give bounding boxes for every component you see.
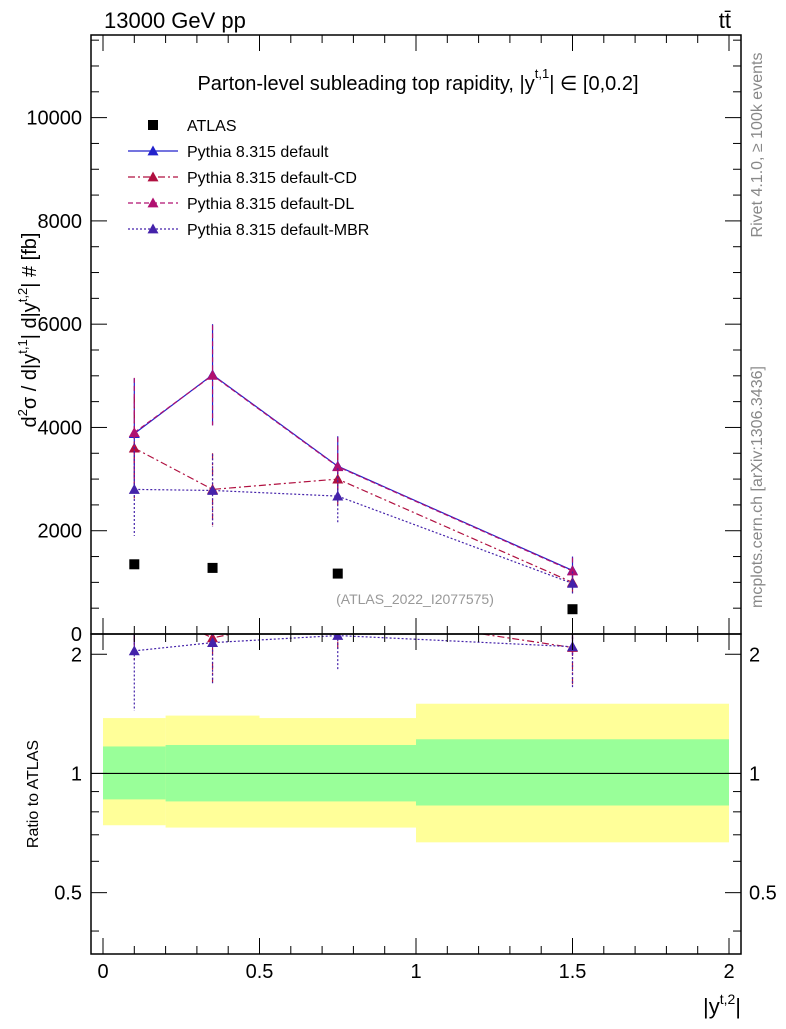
series-point xyxy=(332,461,344,472)
legend-atlas-label: ATLAS xyxy=(187,118,237,135)
ratio-ylabel: Ratio to ATLAS xyxy=(25,740,42,848)
y-tick-label: 0 xyxy=(71,624,82,646)
legend-marker xyxy=(147,223,159,234)
series-point xyxy=(567,577,578,588)
ratio-series-point xyxy=(332,634,344,640)
legend-label: Pythia 8.315 default-CD xyxy=(187,170,357,187)
ratio-tick-label-right: 2 xyxy=(749,644,760,666)
y-tick-label: 2000 xyxy=(38,521,83,543)
axes: 0 2000 4000 6000 8000 10000 0 0.5 1 1.5 2 0.5 0.5 1 1 2… xyxy=(26,35,777,983)
ratio-tick-label-left: 1 xyxy=(71,763,82,785)
ratio-tick-label-right: 0.5 xyxy=(749,883,777,905)
x-tick-label: 2 xyxy=(723,961,734,983)
y-tick-label: 4000 xyxy=(38,417,83,439)
atlas-data-point xyxy=(129,559,140,570)
x-tick-label: 0 xyxy=(97,961,108,983)
series-line xyxy=(134,447,573,583)
ratio-band-inner xyxy=(416,739,729,806)
ratio-series-point xyxy=(128,645,140,656)
legend-label: Pythia 8.315 default-MBR xyxy=(187,222,369,239)
ratio-uncertainty-bands xyxy=(91,703,741,843)
chart-title: Parton-level subleading top rapidity, |y… xyxy=(197,66,638,95)
title-sup: t,1 xyxy=(535,66,549,81)
x-tick-label: 0.5 xyxy=(246,961,274,983)
y-tick-label: 10000 xyxy=(26,108,82,130)
ratio-series-point xyxy=(129,586,140,596)
series-point xyxy=(207,369,219,380)
series-point xyxy=(128,427,140,438)
legend-marker xyxy=(147,145,159,156)
svg-text:d2σ / d|yt,1| d|yt,2| # [fb]: d2σ / d|yt,1| d|yt,2| # [fb] xyxy=(15,233,41,428)
ratio-series-point xyxy=(207,535,218,545)
ratio-tick-label-left: 2 xyxy=(71,644,82,666)
main-plot xyxy=(128,324,578,615)
series-line xyxy=(133,374,573,572)
atlas-data-point xyxy=(332,568,343,579)
ratio-tick-label-left: 0.5 xyxy=(54,883,82,905)
atlas-data-point xyxy=(567,604,578,615)
main-ylabel: d2σ / d|yt,1| d|yt,2| # [fb] xyxy=(15,233,41,428)
series-point xyxy=(332,490,344,501)
ratio-series-point xyxy=(332,607,343,617)
legend-label: Pythia 8.315 default-DL xyxy=(187,196,354,213)
y-tick-label: 6000 xyxy=(38,314,83,336)
analysis-watermark: (ATLAS_2022_I2077575) xyxy=(336,591,494,607)
x-tick-label: 1 xyxy=(410,961,421,983)
x-tick-label: 1.5 xyxy=(559,961,587,983)
ratio-series-line xyxy=(134,634,573,652)
series-point xyxy=(128,483,140,494)
process-label: tt̄ xyxy=(719,8,731,33)
legend-label: Pythia 8.315 default xyxy=(187,144,329,161)
energy-label: 13000 GeV pp xyxy=(104,8,246,33)
series-line xyxy=(133,374,573,572)
series-point xyxy=(207,484,219,495)
ratio-tick-label-right: 1 xyxy=(749,763,760,785)
x-axis-label: |yt,2| xyxy=(703,991,741,1019)
atlas-data-point xyxy=(207,562,218,573)
title-main: Parton-level subleading top rapidity, |y xyxy=(197,73,534,95)
y-tick-label: 8000 xyxy=(38,211,83,233)
legend-marker xyxy=(147,197,159,208)
ratio-plot xyxy=(128,534,578,711)
legend: ATLAS Pythia 8.315 default Pythia 8.315 de… xyxy=(128,118,369,239)
rivet-label: Rivet 4.1.0, ≥ 100k events xyxy=(749,53,766,238)
ratio-series-point xyxy=(207,637,219,648)
series-point xyxy=(567,565,578,576)
ratio-series-point xyxy=(129,597,140,607)
mcplots-label: mcplots.cern.ch [arXiv:1306.3436] xyxy=(749,366,766,608)
title-tail: | ∈ [0,0.2] xyxy=(549,73,638,95)
legend-marker xyxy=(147,171,159,182)
series-line xyxy=(134,488,573,584)
ratio-series-point xyxy=(129,585,140,595)
legend-atlas-marker xyxy=(148,120,158,130)
ratio-series-point xyxy=(207,534,218,544)
